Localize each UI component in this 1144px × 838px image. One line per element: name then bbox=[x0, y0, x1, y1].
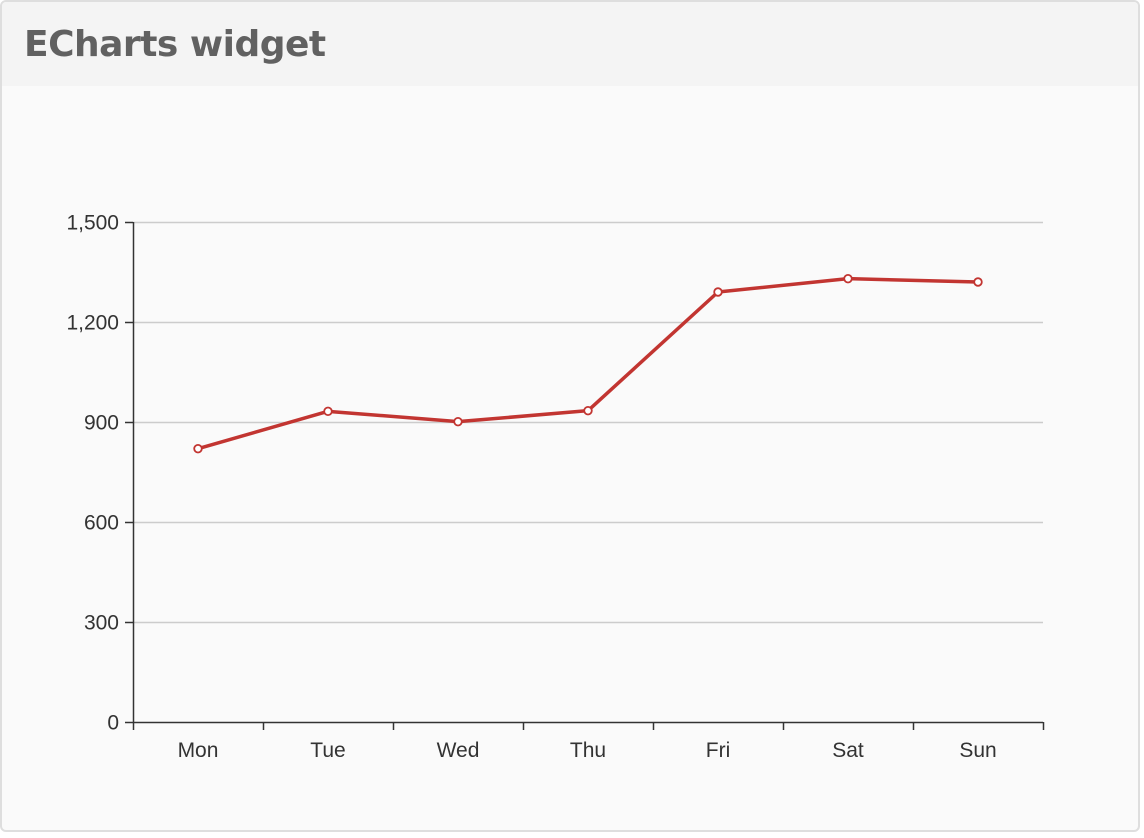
data-point[interactable] bbox=[713, 287, 723, 297]
widget-title: ECharts widget bbox=[24, 23, 326, 65]
x-tick-label: Sat bbox=[832, 739, 864, 762]
x-tick-label: Tue bbox=[310, 739, 345, 762]
data-point[interactable] bbox=[193, 443, 203, 454]
y-tick-label: 300 bbox=[84, 612, 119, 635]
grid-lines bbox=[133, 221, 1043, 624]
data-point[interactable] bbox=[453, 416, 463, 427]
series bbox=[193, 273, 983, 454]
x-tick-label: Thu bbox=[570, 739, 606, 762]
data-point[interactable] bbox=[323, 406, 333, 417]
x-tick-label: Sun bbox=[959, 739, 996, 762]
x-tick-label: Fri bbox=[706, 739, 731, 762]
y-tick-label: 1,200 bbox=[66, 312, 119, 335]
widget-header: ECharts widget bbox=[2, 2, 1138, 86]
y-tick-label: 0 bbox=[107, 712, 119, 735]
axes: 0 300 600 900 1,200 1,500 Mon Tue Wed Thu Fri Sat Su… bbox=[66, 212, 1045, 762]
data-point[interactable] bbox=[973, 277, 983, 287]
y-tick-label: 1,500 bbox=[66, 212, 119, 235]
data-point[interactable] bbox=[843, 273, 853, 284]
y-tick-label: 600 bbox=[84, 512, 119, 535]
x-tick-label: Wed bbox=[437, 739, 480, 762]
data-point[interactable] bbox=[583, 405, 593, 416]
y-tick-label: 900 bbox=[84, 412, 119, 435]
x-tick-label: Mon bbox=[178, 739, 219, 762]
